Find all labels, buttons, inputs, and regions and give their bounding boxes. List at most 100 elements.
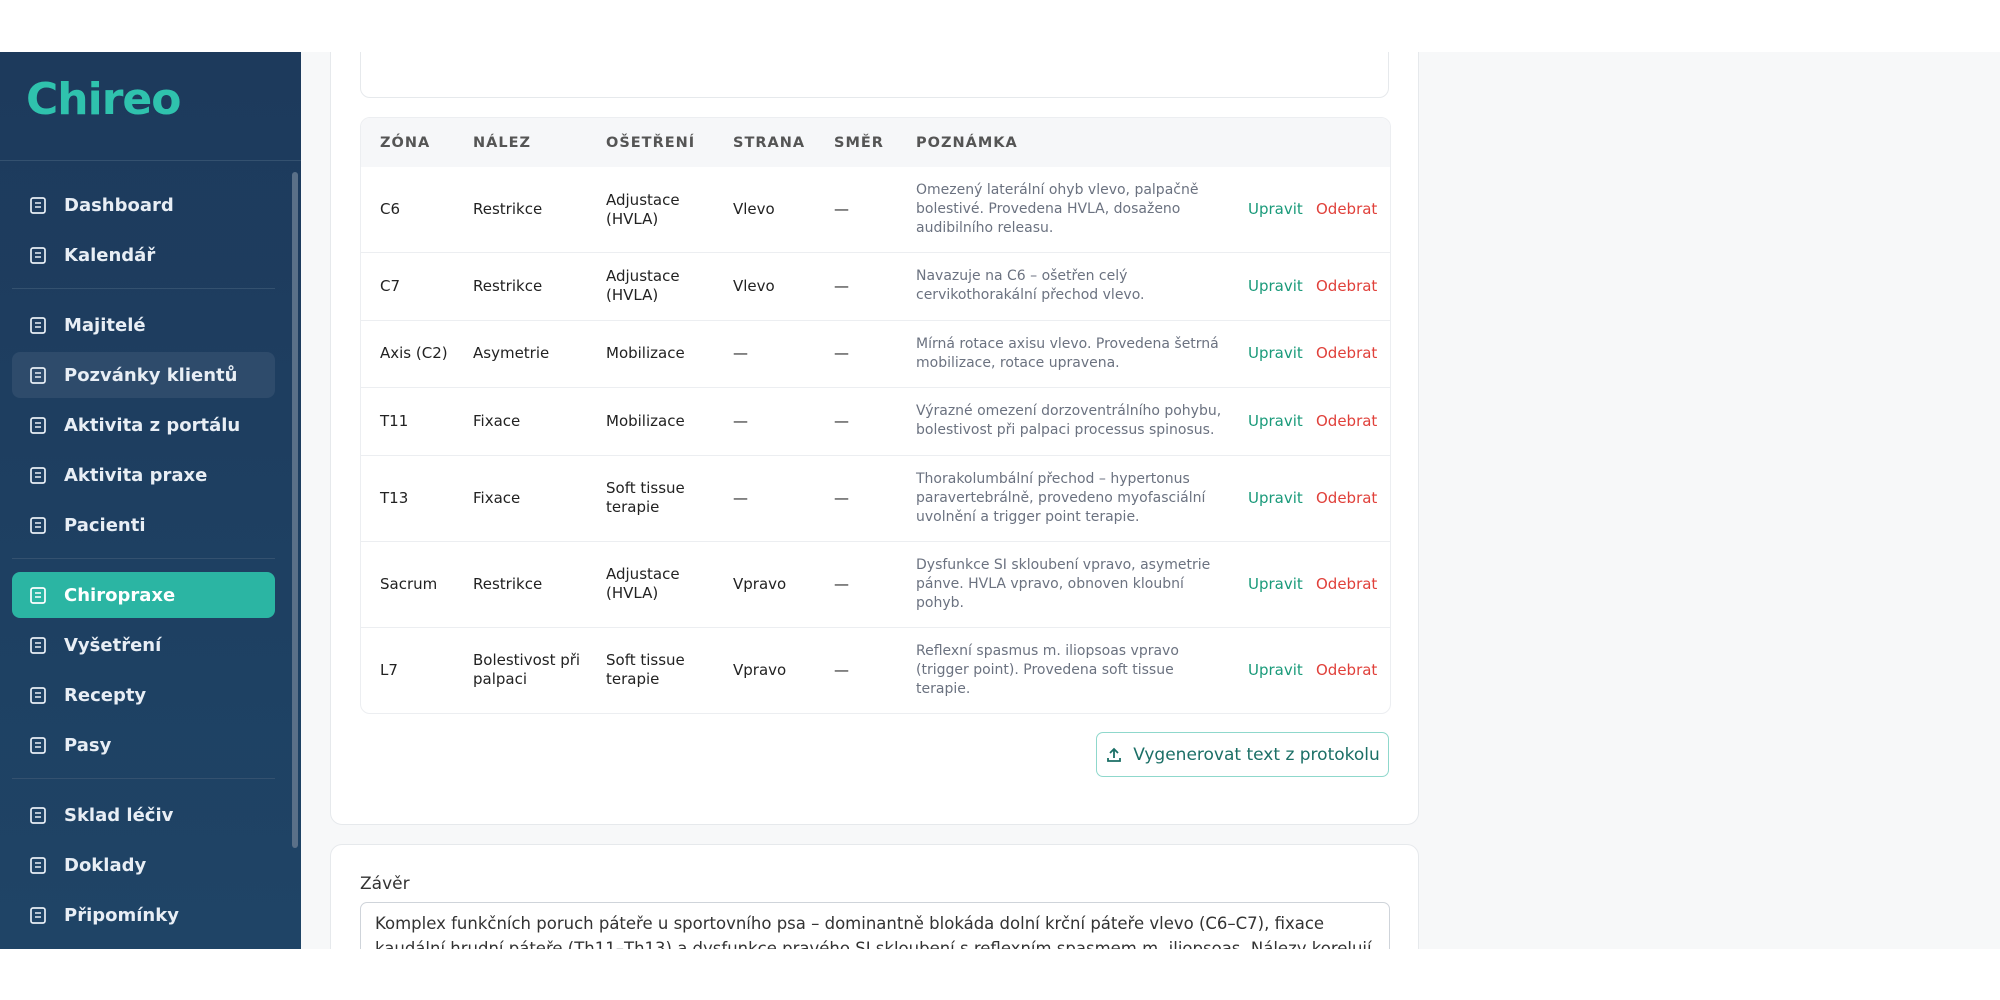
note: Výrazné omezení dorzoventrálního pohybu,…: [916, 403, 1222, 438]
table-cell: T11: [380, 411, 409, 430]
logo-text: Chireo: [26, 74, 181, 125]
remove-link[interactable]: Odebrat: [1316, 276, 1378, 295]
table-cell: Mobilizace: [606, 344, 685, 362]
nav-icon: [30, 247, 46, 264]
remove-link[interactable]: Odebrat: [1316, 344, 1378, 362]
note: Reflexní spasmus m. iliopsoas vpravo (tr…: [916, 642, 1179, 697]
nav-label: Kalendář: [64, 244, 156, 266]
nav-label: Dashboard: [64, 194, 174, 216]
nav-item[interactable]: Doklady: [12, 842, 275, 888]
remove-link[interactable]: Odebrat: [1316, 574, 1378, 593]
nav-icon: [30, 807, 46, 824]
edit-link[interactable]: Upravit: [1248, 200, 1303, 218]
nav-item[interactable]: Chiropraxe: [12, 572, 275, 618]
conclusion-card: [330, 844, 1419, 949]
table-cell: Sacrum: [380, 574, 438, 593]
nav-label: Vyšetření: [64, 634, 162, 656]
remove-link[interactable]: Odebrat: [1316, 200, 1378, 218]
nav-divider: [12, 778, 275, 779]
table-cell: Adjustace (HVLA): [606, 190, 680, 228]
table-header: [361, 118, 1390, 167]
nav-label: Recepty: [64, 684, 147, 706]
column-header: SMĚR: [834, 134, 884, 151]
nav-icon: [30, 687, 46, 704]
table-cell: —: [834, 200, 849, 218]
edit-link[interactable]: Upravit: [1248, 276, 1303, 295]
nav-label: Pacienti: [64, 514, 146, 536]
remove-link[interactable]: Odebrat: [1316, 488, 1378, 507]
main-area: ZÓNA NÁLEZ OŠETŘENÍ STRANA SMĚR POZNÁMKA C6 Res…: [301, 52, 2000, 949]
table-cell: Fixace: [473, 488, 521, 507]
top-box: [360, 52, 1389, 98]
nav-item[interactable]: Aktivita praxe: [12, 452, 275, 498]
nav-item[interactable]: Pacienti: [12, 502, 275, 548]
note: Thorakolumbální přechod – hypertonus par…: [916, 470, 1206, 525]
note: Dysfunkce SI skloubení vpravo, asymetrie…: [916, 556, 1211, 611]
row-divider: [361, 320, 1390, 321]
nav-icon: [30, 517, 46, 534]
nav-label: Aktivita z portálu: [64, 414, 241, 436]
nav-item[interactable]: Vyšetření: [12, 622, 275, 668]
logo: Chireo: [26, 74, 181, 125]
table-cell: —: [733, 344, 748, 362]
conclusion-textarea[interactable]: Komplex funkčních poruch páteře u sporto…: [360, 902, 1390, 949]
row-divider: [361, 387, 1390, 388]
table-cell: Adjustace (HVLA): [606, 267, 680, 304]
button-label: Vygenerovat text z protokolu: [1133, 744, 1380, 765]
nav-item[interactable]: Kalendář: [12, 232, 275, 278]
nav-icon: [30, 467, 46, 484]
protocol-card: [330, 52, 1419, 825]
nav-item[interactable]: Majitelé: [12, 302, 275, 348]
row-divider: [361, 541, 1390, 542]
nav-icon: [30, 587, 46, 604]
edit-link[interactable]: Upravit: [1248, 488, 1303, 507]
remove-link[interactable]: Odebrat: [1316, 660, 1378, 679]
nav-item[interactable]: Připomínky: [12, 892, 275, 938]
edit-link[interactable]: Upravit: [1248, 344, 1303, 362]
table-cell: Adjustace (HVLA): [606, 565, 680, 602]
nav-label: Pasy: [64, 734, 112, 756]
nav-item[interactable]: Aktivita z portálu: [12, 402, 275, 448]
column-header: OŠETŘENÍ: [606, 134, 696, 151]
edit-link[interactable]: Upravit: [1248, 660, 1303, 679]
generate-button[interactable]: Vygenerovat text z protokolu: [1096, 732, 1389, 777]
column-header: NÁLEZ: [473, 134, 532, 151]
nav-item[interactable]: Pasy: [12, 722, 275, 768]
table-cell: Axis (C2): [380, 344, 448, 362]
table-cell: C6: [380, 200, 401, 218]
column-header: POZNÁMKA: [916, 134, 1018, 151]
nav-item[interactable]: Dashboard: [12, 182, 275, 228]
nav-item[interactable]: Sklad léčiv: [12, 792, 275, 838]
row-divider: [361, 455, 1390, 456]
table-cell: —: [834, 660, 849, 679]
note: Omezený laterální ohyb vlevo, palpačně b…: [916, 182, 1199, 236]
table-cell: —: [834, 488, 849, 507]
table-cell: C7: [380, 276, 401, 295]
scrollbar[interactable]: [292, 172, 298, 848]
nav-item[interactable]: Recepty: [12, 672, 275, 718]
row-divider: [361, 627, 1390, 628]
table-cell: Fixace: [473, 411, 521, 430]
nav-icon: [30, 857, 46, 874]
edit-link[interactable]: Upravit: [1248, 574, 1303, 593]
table-cell: Vlevo: [733, 276, 775, 295]
table-cell: T13: [380, 488, 409, 507]
table-cell: Restrikce: [473, 200, 543, 218]
row-divider: [361, 252, 1390, 253]
nav-icon: [30, 907, 46, 924]
table-cell: Mobilizace: [606, 411, 685, 430]
edit-link[interactable]: Upravit: [1248, 411, 1303, 430]
nav-item[interactable]: Pozvánky klientů: [12, 352, 275, 398]
column-header: STRANA: [733, 134, 806, 151]
table-cell: Asymetrie: [473, 344, 550, 362]
remove-link[interactable]: Odebrat: [1316, 411, 1378, 430]
nav-icon: [30, 317, 46, 334]
nav-label: Připomínky: [64, 904, 179, 926]
nav-icon: [30, 197, 46, 214]
table-cell: Soft tissue terapie: [606, 479, 685, 516]
table-cell: Vpravo: [733, 660, 787, 679]
sidebar: Chireo Dashboard Kalendář Majitelé Pozvánky…: [0, 52, 301, 949]
table-cell: Restrikce: [473, 276, 543, 295]
